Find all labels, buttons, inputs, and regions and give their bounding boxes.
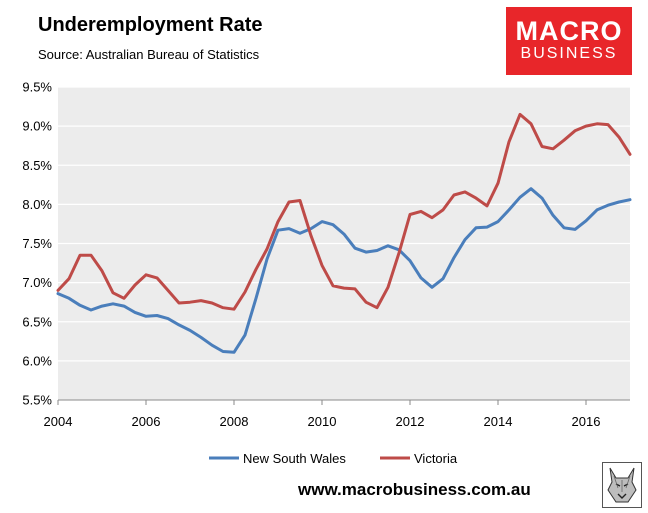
wolf-mascot-icon [602, 462, 642, 508]
x-tick-label: 2004 [44, 414, 73, 429]
y-tick-label: 8.5% [22, 158, 52, 173]
legend-label: New South Wales [243, 451, 346, 466]
logo-text-macro: MACRO [515, 16, 623, 46]
y-tick-label: 5.5% [22, 393, 52, 408]
y-tick-label: 6.5% [22, 314, 52, 329]
website-url[interactable]: www.macrobusiness.com.au [298, 480, 531, 499]
x-tick-label: 2008 [220, 414, 249, 429]
y-tick-label: 8.0% [22, 197, 52, 212]
series-lines [56, 112, 632, 354]
logo-text-business: BUSINESS [520, 45, 618, 62]
x-tick-label: 2014 [484, 414, 513, 429]
x-tick-label: 2012 [396, 414, 425, 429]
x-tick-label: 2006 [132, 414, 161, 429]
macrobusiness-logo: MACRO BUSINESS [506, 7, 632, 75]
chart-source: Source: Australian Bureau of Statistics [38, 47, 260, 62]
chart-title: Underemployment Rate [38, 14, 263, 36]
y-axis-tick-labels: 5.5% 6.0% 6.5% 7.0% 7.5% 8.0% 8.5% 9.0% 9.5% [22, 80, 52, 408]
y-tick-label: 9.5% [22, 80, 52, 95]
y-tick-label: 7.5% [22, 236, 52, 251]
x-tick-label: 2010 [308, 414, 337, 429]
y-tick-label: 9.0% [22, 119, 52, 134]
legend: New South Wales Victoria [209, 451, 458, 466]
underemployment-chart: 5.5% 6.0% 6.5% 7.0% 7.5% 8.0% 8.5% 9.0% 9.5% 200… [22, 80, 632, 466]
series-line-new-south-wales [56, 187, 632, 354]
x-axis-tick-labels: 2004 2006 2008 2010 2012 2014 2016 [44, 399, 630, 429]
x-tick-label: 2016 [572, 414, 601, 429]
series-line-victoria [56, 112, 632, 311]
y-tick-label: 6.0% [22, 353, 52, 368]
legend-label: Victoria [414, 451, 458, 466]
y-tick-label: 7.0% [22, 275, 52, 290]
